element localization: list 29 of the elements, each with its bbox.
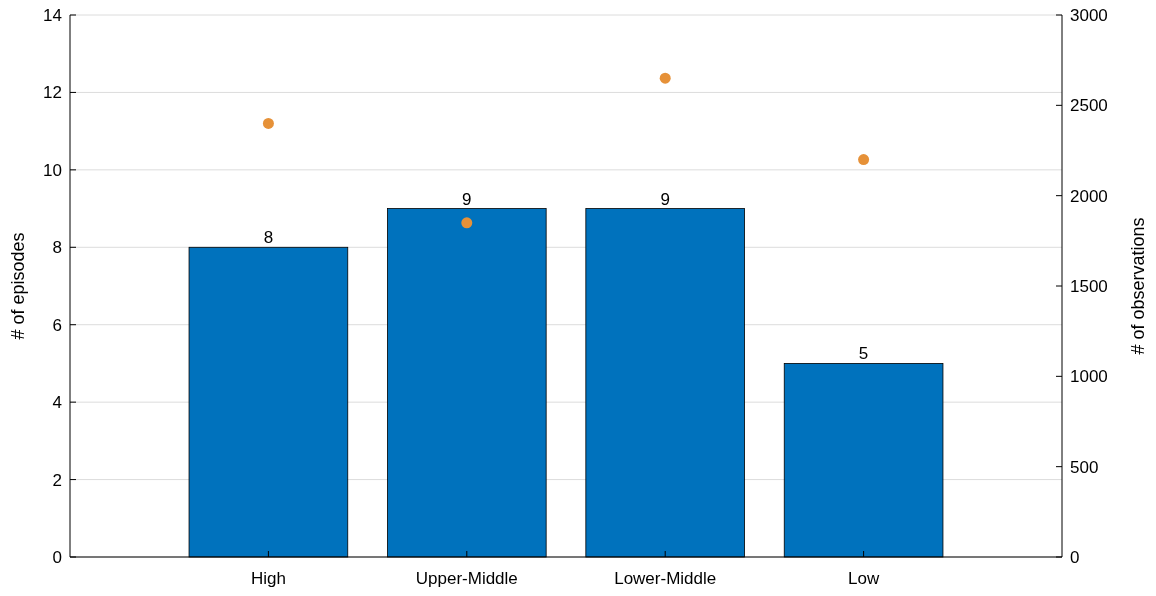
y2-tick-label: 2500	[1070, 96, 1108, 116]
data-label: 9	[462, 189, 472, 209]
x-tick-label: Low	[848, 569, 880, 588]
y-tick-label: 2	[52, 470, 62, 490]
point	[262, 117, 274, 129]
x-tick-label: High	[250, 569, 286, 588]
y2-tick-label: 500	[1070, 457, 1099, 477]
y-axis-title: # of episodes	[8, 232, 28, 340]
x-tick-label: Lower-Middle	[614, 569, 717, 588]
y2-tick-label: 2000	[1070, 186, 1108, 206]
x-tick-label: Upper-Middle	[415, 569, 518, 588]
y-tick-label: 10	[43, 160, 62, 180]
y-tick-label: 0	[52, 547, 62, 567]
point	[461, 217, 473, 229]
y2-axis-title: # of observations	[1128, 217, 1148, 355]
y2-tick-label: 1500	[1070, 276, 1108, 296]
y2-tick-label: 0	[1070, 547, 1080, 567]
point	[858, 154, 870, 166]
y-tick-label: 6	[52, 315, 62, 335]
data-label: 5	[858, 344, 869, 364]
data-label: 9	[660, 189, 670, 209]
y-tick-label: 12	[43, 83, 62, 103]
y-tick-label: 4	[52, 393, 62, 413]
point	[659, 72, 671, 84]
y2-tick-label: 3000	[1070, 5, 1108, 25]
y-tick-label: 14	[43, 5, 62, 25]
y-tick-label: 8	[52, 238, 62, 258]
y2-tick-label: 1000	[1070, 367, 1108, 387]
data-label: 8	[263, 228, 274, 248]
